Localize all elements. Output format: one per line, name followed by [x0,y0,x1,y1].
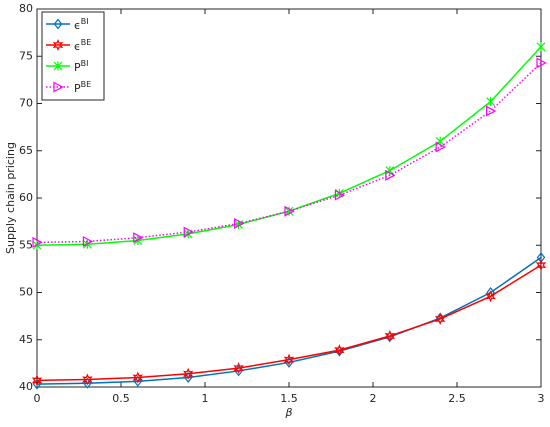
marker [82,373,93,386]
marker [31,374,43,387]
marker [183,226,194,238]
marker [385,169,396,181]
legend-label-base: ϵ [74,19,81,32]
marker [434,312,446,325]
legend-marker [53,61,63,71]
legend-label-sup: BI [81,17,89,26]
marker [233,362,244,375]
x-tick-label: 1 [202,392,209,405]
legend-box [41,11,105,101]
marker [486,105,497,117]
legend-label: ϵBE [74,38,91,54]
y-tick-label: 40 [19,380,33,393]
marker [536,57,547,69]
legend-label-sup: BI [81,59,89,68]
marker [334,344,345,357]
marker [234,218,245,230]
y-tick-label: 70 [19,97,33,110]
y-tick-label: 80 [19,2,33,15]
legend-label-base: P [74,61,81,74]
marker [133,232,144,244]
legend-label-sup: BE [81,80,92,89]
legend-marker [53,81,64,93]
legend-marker [53,18,63,30]
x-tick-label: 2 [370,392,377,405]
marker [284,205,295,217]
y-tick-label: 75 [19,49,33,62]
legend-label-base: P [74,82,81,95]
series-line [36,256,542,385]
legend-label: ϵBI [74,17,89,33]
legend-label: PBI [74,59,89,75]
marker [82,235,94,247]
marker [132,371,144,384]
plot-area [36,8,542,388]
marker [284,356,294,368]
x-tick-label: 0.5 [112,392,130,405]
legend-label-sup: BE [81,38,92,47]
x-tick-label: 1.5 [280,392,298,405]
legend-marker [52,38,64,52]
series-line [36,264,542,382]
x-tick-label: 0 [34,392,41,405]
x-tick-label: 2.5 [448,392,466,405]
y-tick-label: 45 [19,333,33,346]
marker [283,353,295,366]
marker [536,42,546,52]
marker [234,365,243,377]
marker [486,97,496,107]
y-tick-label: 60 [19,191,33,204]
marker [182,367,194,380]
x-tick-label: 3 [538,392,545,405]
x-axis-label: β [284,406,292,419]
y-tick-label: 65 [19,144,33,157]
y-axis-label: Supply chain pricing [4,142,17,254]
marker [485,290,496,303]
legend-label: PBE [74,80,91,96]
marker [32,236,43,248]
legend-label-base: ϵ [74,40,81,53]
marker [535,259,547,272]
series-line [36,62,542,244]
y-tick-label: 50 [19,286,33,299]
marker [435,141,446,153]
y-tick-label: 55 [19,238,33,251]
marker [384,329,396,343]
marker [334,189,346,201]
